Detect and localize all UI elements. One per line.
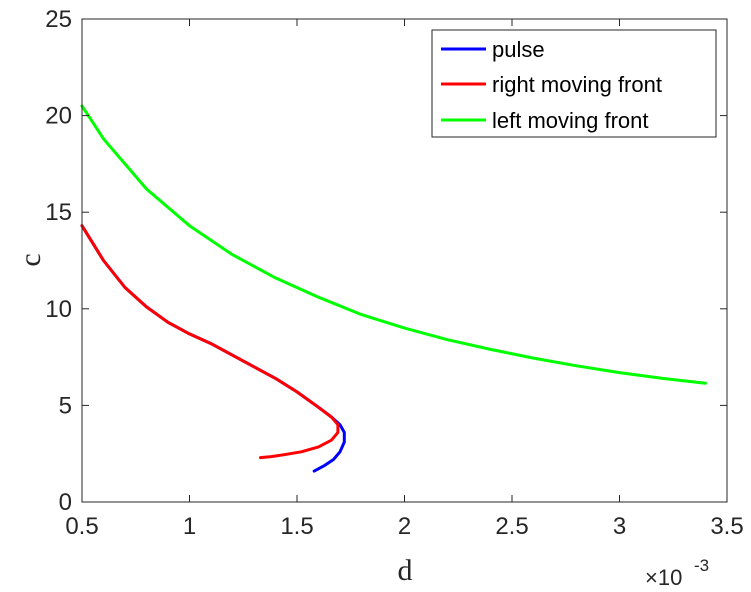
x-exponent: ×10 -3 bbox=[645, 556, 709, 590]
x-tick-label: 3.5 bbox=[710, 513, 743, 540]
series-line-1 bbox=[80, 224, 340, 460]
legend-entry-1: right moving front bbox=[441, 72, 662, 97]
x-tick-label: 1 bbox=[183, 513, 196, 540]
y-tick-label: 5 bbox=[59, 392, 72, 419]
tick-label-layer: 0.5 1 1.5 2 2.5 3 3.5 0 5 10 15 20 25 bbox=[45, 6, 743, 540]
x-tick-label: 0.5 bbox=[65, 513, 98, 540]
legend-entries: pulse right moving front left moving front bbox=[441, 37, 662, 133]
y-tick-label: 25 bbox=[45, 6, 72, 33]
x-tick-label: 2.5 bbox=[495, 513, 528, 540]
x-tick-label: 3 bbox=[613, 513, 626, 540]
legend-entry-2: left moving front bbox=[441, 108, 649, 133]
y-tick-label: 10 bbox=[45, 296, 72, 323]
legend-entry-0: pulse bbox=[441, 37, 545, 62]
y-tick-label: 15 bbox=[45, 199, 72, 226]
y-axis-label: c bbox=[14, 253, 47, 266]
legend-label: pulse bbox=[492, 37, 545, 62]
legend-label: left moving front bbox=[492, 108, 649, 133]
y-tick-label: 20 bbox=[45, 103, 72, 130]
x-axis-label: d bbox=[398, 554, 413, 587]
legend: pulse right moving front left moving front bbox=[431, 29, 717, 138]
tick-layer bbox=[81, 18, 728, 503]
x-exponent-base: ×10 bbox=[645, 565, 682, 590]
legend-label: right moving front bbox=[492, 72, 662, 97]
y-tick-label: 0 bbox=[59, 489, 72, 516]
series-layer bbox=[80, 104, 707, 473]
x-tick-label: 2 bbox=[398, 513, 411, 540]
x-exponent-power: -3 bbox=[694, 556, 709, 575]
x-tick-label: 1.5 bbox=[280, 513, 313, 540]
series-line-2 bbox=[80, 104, 707, 385]
